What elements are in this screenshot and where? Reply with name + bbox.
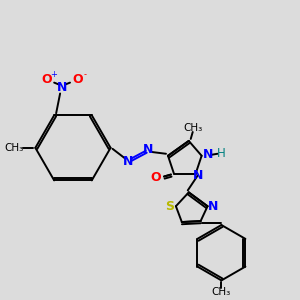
Text: N: N <box>208 200 219 213</box>
Text: N: N <box>57 81 67 94</box>
Text: CH₃: CH₃ <box>4 143 23 153</box>
Text: S: S <box>166 200 175 213</box>
Text: -: - <box>83 70 86 79</box>
Text: N: N <box>143 143 153 156</box>
Text: +: + <box>50 70 57 79</box>
Text: CH₃: CH₃ <box>183 123 202 133</box>
Text: N: N <box>193 169 203 182</box>
Text: CH₃: CH₃ <box>212 287 231 297</box>
Text: H: H <box>217 147 226 160</box>
Text: O: O <box>41 73 52 86</box>
Text: O: O <box>73 73 83 86</box>
Text: N: N <box>123 155 134 168</box>
Text: N: N <box>202 148 213 161</box>
Text: O: O <box>151 171 161 184</box>
